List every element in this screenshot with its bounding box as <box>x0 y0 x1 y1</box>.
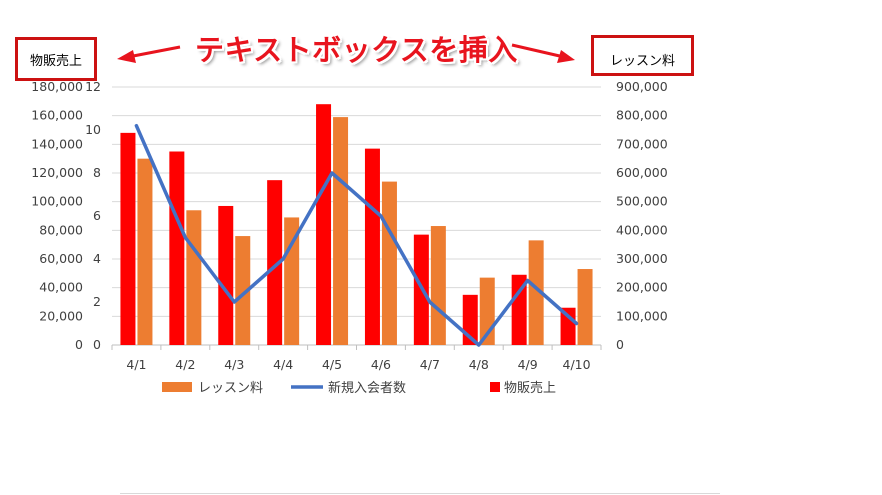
right-arrow <box>511 43 575 63</box>
bar-lesson <box>186 210 202 345</box>
bar-buppan <box>364 148 380 345</box>
right-axis-tick-label: 300,000 <box>616 251 668 266</box>
bar-buppan <box>120 132 136 345</box>
legend-swatch-bar <box>490 382 500 392</box>
x-tick-label: 4/5 <box>322 357 342 372</box>
middle-axis-tick-label: 2 <box>93 294 101 309</box>
left-arrow <box>117 45 181 63</box>
middle-axis-tick-label: 8 <box>93 165 101 180</box>
left-arrow-head <box>117 50 136 63</box>
x-tick-label: 4/8 <box>469 357 489 372</box>
left-axis-tick-label: 140,000 <box>31 136 83 151</box>
bar-lesson <box>235 236 251 345</box>
middle-axis-tick-label: 12 <box>85 79 101 94</box>
x-tick-label: 4/9 <box>518 357 538 372</box>
bar-lesson <box>137 158 153 345</box>
left-axis-tick-label: 80,000 <box>39 222 83 237</box>
grid-layer <box>111 86 602 350</box>
bar-buppan <box>511 274 527 345</box>
right-axis-tick-label: 600,000 <box>616 165 668 180</box>
ticks-layer: 0 20,000 40,000 60,000 80,000 100,000 120,000 1… <box>31 79 667 372</box>
right-axis-tick-label: 500,000 <box>616 194 668 209</box>
legend-label: 新規入会者数 <box>328 380 406 396</box>
right-arrow-shaft <box>511 43 565 59</box>
bottom-divider <box>120 493 720 494</box>
left-axis-tick-label: 180,000 <box>31 79 83 94</box>
right-arrow-head <box>557 50 575 63</box>
right-axis-tick-label: 200,000 <box>616 280 668 295</box>
line-layer <box>134 123 579 347</box>
left-axis-tick-label: 160,000 <box>31 108 83 123</box>
right-axis-tick-label: 0 <box>616 337 624 352</box>
line-shinki <box>134 123 579 347</box>
middle-axis-tick-label: 0 <box>93 337 101 352</box>
left-arrow-shaft <box>127 45 181 59</box>
bar-buppan <box>267 180 283 345</box>
bar-buppan <box>316 104 332 345</box>
right-axis-textbox[interactable]: レッスン料 <box>591 35 694 76</box>
bar-lesson <box>430 226 446 345</box>
bar-lesson <box>381 181 397 345</box>
x-tick-label: 4/3 <box>224 357 244 372</box>
bar-lesson <box>333 117 349 345</box>
left-axis-tick-label: 0 <box>75 337 83 352</box>
bar-buppan <box>218 205 234 345</box>
left-axis-tick-label: 100,000 <box>31 194 83 209</box>
x-tick-label: 4/7 <box>420 357 440 372</box>
legend-label: 物販売上 <box>504 380 556 396</box>
right-axis-tick-label: 400,000 <box>616 222 668 237</box>
x-tick-label: 4/6 <box>371 357 391 372</box>
right-axis-tick-label: 800,000 <box>616 108 668 123</box>
bar-lesson <box>528 240 544 345</box>
banner-title: テキストボックスを挿入 <box>195 33 518 67</box>
left-axis-textbox[interactable]: 物販売上 <box>15 37 97 81</box>
left-axis-tick-label: 20,000 <box>39 308 83 323</box>
right-axis-tick-label: 700,000 <box>616 136 668 151</box>
right-axis-tick-label: 100,000 <box>616 308 668 323</box>
bar-buppan <box>169 151 185 345</box>
bars-layer <box>120 104 593 345</box>
left-axis-tick-label: 60,000 <box>39 251 83 266</box>
x-tick-label: 4/2 <box>175 357 195 372</box>
x-tick-label: 4/4 <box>273 357 293 372</box>
middle-axis-tick-label: 10 <box>85 122 101 137</box>
x-tick-label: 4/10 <box>563 357 591 372</box>
left-axis-tick-label: 120,000 <box>31 165 83 180</box>
middle-axis-tick-label: 6 <box>93 208 101 223</box>
legend-label: レッスン料 <box>198 381 263 396</box>
legend-swatch-bar <box>162 382 192 392</box>
bar-lesson <box>577 269 593 345</box>
middle-axis-tick-label: 4 <box>93 251 101 266</box>
right-axis-tick-label: 900,000 <box>616 79 668 94</box>
legend-layer: レッスン料 新規入会者数 物販売上 <box>162 380 556 396</box>
x-tick-label: 4/1 <box>126 357 146 372</box>
left-axis-tick-label: 40,000 <box>39 280 83 295</box>
